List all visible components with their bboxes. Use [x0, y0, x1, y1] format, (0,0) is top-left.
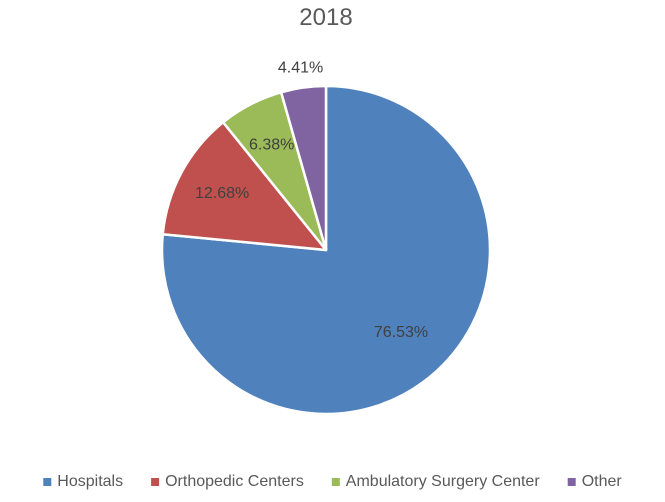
- data-label-orthopedic-centers: 12.68%: [195, 185, 249, 202]
- pie-data-labels: 76.53% 12.68% 6.38% 4.41%: [195, 59, 428, 341]
- data-label-hospitals: 76.53%: [374, 324, 428, 341]
- legend-item-other: Other: [567, 473, 623, 490]
- data-label-ambulatory-surgery-center: 6.38%: [249, 136, 294, 153]
- legend-label-ambulatory-surgery-center: Ambulatory Surgery Center: [346, 473, 541, 490]
- chart-legend: Hospitals Orthopedic Centers Ambulatory Su…: [43, 473, 622, 490]
- pie-slices: [160, 84, 492, 416]
- chart-title: 2018: [299, 4, 352, 31]
- legend-label-orthopedic-centers: Orthopedic Centers: [165, 473, 304, 490]
- legend-swatch-other: [567, 478, 576, 486]
- data-label-other: 4.41%: [278, 59, 323, 76]
- legend-label-other: Other: [582, 473, 623, 490]
- legend-item-ambulatory-surgery-center: Ambulatory Surgery Center: [331, 473, 541, 490]
- legend-item-hospitals: Hospitals: [43, 473, 123, 490]
- legend-item-orthopedic-centers: Orthopedic Centers: [151, 473, 304, 490]
- legend-swatch-orthopedic-centers: [151, 478, 160, 486]
- pie-slice-other: [279, 84, 328, 252]
- legend-swatch-ambulatory-surgery-center: [331, 478, 340, 486]
- legend-label-hospitals: Hospitals: [57, 473, 123, 490]
- legend-swatch-hospitals: [43, 478, 52, 486]
- pie-slice-orthopedic-centers: [161, 121, 328, 252]
